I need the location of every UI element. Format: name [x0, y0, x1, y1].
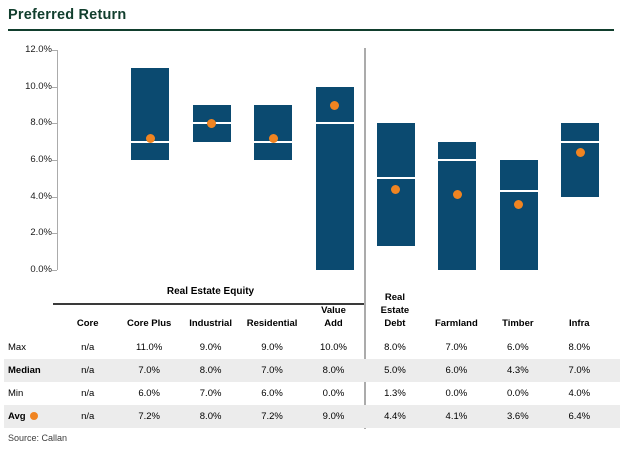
- avg-dot-farmland: [452, 190, 462, 200]
- y-axis-tick: [52, 196, 57, 198]
- y-tick-label: 6.0%: [30, 154, 52, 165]
- column-header-value-add: Value Add: [321, 305, 346, 329]
- table-row-avg: Avg n/a 7.2% 8.0% 7.2% 9.0% 4.4% 4.1% 3.6% 6.4%: [4, 405, 620, 428]
- table-cell-median-farmland: 6.0%: [445, 365, 468, 376]
- column-header-core: Core: [76, 318, 99, 329]
- y-axis-tick: [52, 86, 57, 88]
- avg-dot-timber: [514, 199, 524, 209]
- range-bar-infra: [561, 123, 600, 197]
- row-label-median: Median: [8, 365, 41, 376]
- column-header-core-plus: Core Plus: [126, 318, 172, 329]
- range-bar-real-estate-debt: [376, 123, 415, 247]
- table-cell-avg-core-plus: 7.2%: [138, 411, 160, 422]
- row-label-min: Min: [8, 388, 24, 399]
- avg-dot-value-add: [330, 100, 339, 110]
- source-note: Source: Callan: [8, 433, 68, 443]
- table-cell-max-real-estate-debt: 8.0%: [384, 342, 406, 353]
- y-tick-label: 0.0%: [30, 264, 52, 275]
- column-header-real-estate-debt: Real Estate Debt: [380, 292, 410, 329]
- avg-dot-industrial: [207, 118, 217, 128]
- table-cell-min-core-plus: 6.0%: [138, 388, 160, 399]
- table-cell-median-core: n/a: [81, 365, 95, 376]
- page-title: Preferred Return: [8, 7, 127, 23]
- avg-legend-dot: [29, 412, 38, 420]
- table-cell-median-infra: 7.0%: [568, 365, 591, 376]
- range-bar-residential: [254, 105, 293, 160]
- table-cell-min-timber: 0.0%: [507, 388, 529, 399]
- median-line-farmland: [438, 159, 477, 161]
- table-cell-median-core-plus: 7.0%: [138, 365, 160, 376]
- median-line-real-estate-debt: [376, 177, 415, 180]
- median-line-value-add: [315, 122, 354, 125]
- table-cell-avg-infra: 6.4%: [568, 411, 591, 422]
- row-label-max: Max: [8, 342, 26, 353]
- y-axis-tick: [52, 233, 57, 235]
- column-header-farmland: Farmland: [434, 318, 478, 329]
- y-tick-label: 4.0%: [30, 190, 52, 202]
- range-bar-chart: 0.0% 2.0% 4.0% 6.0% 8.0% 10.0% 12.0%: [25, 44, 611, 275]
- y-tick-label: 2.0%: [30, 227, 52, 239]
- title-underline: [8, 29, 614, 31]
- table-cell-min-core: n/a: [81, 388, 95, 399]
- table-cell-avg-real-estate-debt: 4.4%: [384, 411, 406, 422]
- y-axis-tick: [52, 160, 57, 161]
- table-row-median: Median n/a 7.0% 8.0% 7.0% 8.0% 5.0% 6.0% 4.3% 7.0…: [4, 359, 620, 382]
- table-cell-max-farmland: 7.0%: [445, 342, 468, 353]
- table-row-min: Min n/a 6.0% 7.0% 6.0% 0.0% 1.3% 0.0% 0.0% 4.0%: [4, 382, 620, 405]
- table-cell-min-industrial: 7.0%: [199, 388, 222, 399]
- range-bar-farmland: [438, 141, 477, 270]
- table-cell-max-value-add: 10.0%: [320, 342, 347, 353]
- table-cell-avg-residential: 7.2%: [261, 411, 283, 422]
- row-label-avg: Avg: [8, 405, 58, 428]
- table-cell-min-residential: 6.0%: [261, 388, 283, 399]
- column-header-residential: Residential: [246, 318, 298, 329]
- table-cell-median-value-add: 8.0%: [322, 365, 345, 376]
- table-cell-avg-industrial: 8.0%: [199, 411, 222, 422]
- table-cell-avg-timber: 3.6%: [507, 411, 529, 422]
- y-tick-label: 12.0%: [25, 44, 52, 55]
- table-row-max: Max n/a 11.0% 9.0% 9.0% 10.0% 8.0% 7.0% 6.0% 8.0%: [4, 336, 620, 359]
- table-cell-min-real-estate-debt: 1.3%: [384, 388, 406, 399]
- table-cell-max-core-plus: 11.0%: [136, 342, 163, 353]
- range-bar-core-plus: [131, 68, 170, 160]
- table-cell-min-value-add: 0.0%: [322, 388, 345, 399]
- range-bar-timber: [499, 160, 538, 270]
- table-cell-median-residential: 7.0%: [261, 365, 283, 376]
- avg-dot-residential: [268, 133, 278, 143]
- y-tick-label: 10.0%: [25, 80, 52, 92]
- table-cell-min-infra: 4.0%: [568, 388, 591, 399]
- table-cell-avg-core: n/a: [81, 411, 95, 422]
- avg-dot-infra: [575, 148, 585, 158]
- range-bar-value-add: [315, 86, 354, 270]
- table-group-underline: [53, 303, 364, 305]
- table-cell-max-timber: 6.0%: [507, 342, 529, 353]
- table-cell-min-farmland: 0.0%: [445, 388, 468, 399]
- table-group-header: Real Estate Equity: [166, 286, 255, 297]
- y-axis-tick: [52, 270, 57, 271]
- table-cell-max-core: n/a: [81, 342, 95, 353]
- y-axis-tick: [52, 50, 57, 51]
- y-axis-tick: [52, 123, 57, 125]
- column-header-infra: Infra: [568, 318, 590, 329]
- section-divider-line: [364, 48, 367, 429]
- table-cell-avg-value-add: 9.0%: [322, 411, 345, 422]
- table-cell-median-timber: 4.3%: [507, 365, 529, 376]
- column-header-industrial: Industrial: [189, 318, 232, 329]
- avg-dot-real-estate-debt: [391, 184, 401, 194]
- table-cell-median-real-estate-debt: 5.0%: [384, 365, 406, 376]
- median-line-timber: [499, 190, 538, 193]
- table-cell-max-industrial: 9.0%: [199, 342, 222, 353]
- table-cell-max-residential: 9.0%: [261, 342, 283, 353]
- table-cell-avg-farmland: 4.1%: [445, 411, 468, 422]
- column-header-timber: Timber: [502, 318, 534, 329]
- table-cell-max-infra: 8.0%: [568, 342, 591, 353]
- median-line-infra: [561, 140, 600, 143]
- table-cell-median-industrial: 8.0%: [199, 365, 222, 376]
- y-tick-label: 8.0%: [30, 117, 52, 129]
- avg-dot-core-plus: [145, 133, 155, 143]
